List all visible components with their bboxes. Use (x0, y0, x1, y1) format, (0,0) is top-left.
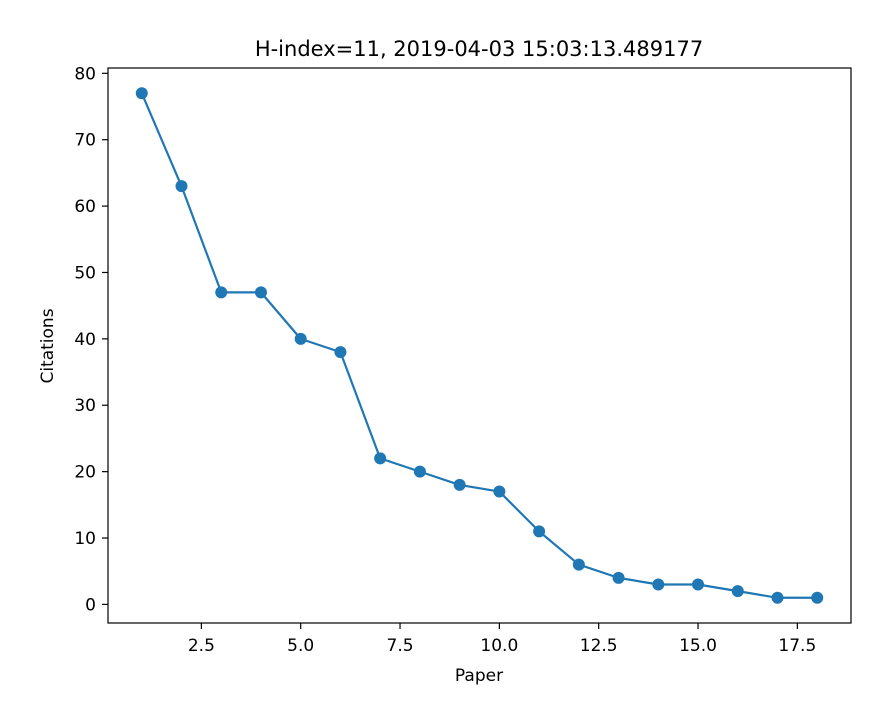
data-point (572, 558, 585, 571)
y-axis-title: Citations (38, 308, 58, 383)
x-tick-label: 5.0 (287, 636, 314, 656)
data-point (731, 585, 744, 598)
y-tick-label: 0 (85, 595, 96, 615)
x-tick-label: 15.0 (679, 636, 717, 656)
data-point (811, 591, 824, 604)
x-axis-title: Paper (455, 666, 503, 686)
y-tick-label: 70 (74, 131, 96, 151)
y-tick-label: 60 (74, 197, 96, 217)
y-tick-label: 20 (74, 463, 96, 483)
data-point (453, 478, 466, 491)
x-tick-label: 12.5 (580, 636, 618, 656)
data-point (215, 286, 228, 299)
data-point (175, 180, 188, 193)
y-axis: 0 10 20 30 40 50 60 70 80 (74, 64, 108, 615)
x-tick-label: 2.5 (188, 636, 215, 656)
x-axis: 2.5 5.0 7.5 10.0 12.5 15.0 17.5 (188, 623, 816, 656)
data-point (771, 591, 784, 604)
chart-title: H-index=11, 2019-04-03 15:03:13.489177 (255, 37, 703, 61)
citations-series-line (140, 92, 818, 599)
x-tick-label: 10.0 (480, 636, 518, 656)
data-point (612, 571, 625, 584)
plot-area-frame (107, 67, 852, 624)
data-point (254, 286, 267, 299)
y-tick-label: 80 (74, 64, 96, 84)
y-tick-label: 10 (74, 529, 96, 549)
x-tick-label: 17.5 (778, 636, 816, 656)
data-point (135, 87, 148, 100)
data-point (692, 578, 705, 591)
data-point (294, 332, 307, 345)
data-point (533, 525, 546, 538)
y-tick-label: 40 (74, 330, 96, 350)
y-tick-label: 30 (74, 396, 96, 416)
data-point (493, 485, 506, 498)
data-point (413, 465, 426, 478)
x-tick-label: 7.5 (387, 636, 414, 656)
data-point (334, 346, 347, 359)
data-point (652, 578, 665, 591)
series-layer (135, 87, 824, 604)
y-tick-label: 50 (74, 263, 96, 283)
data-point (374, 452, 387, 465)
